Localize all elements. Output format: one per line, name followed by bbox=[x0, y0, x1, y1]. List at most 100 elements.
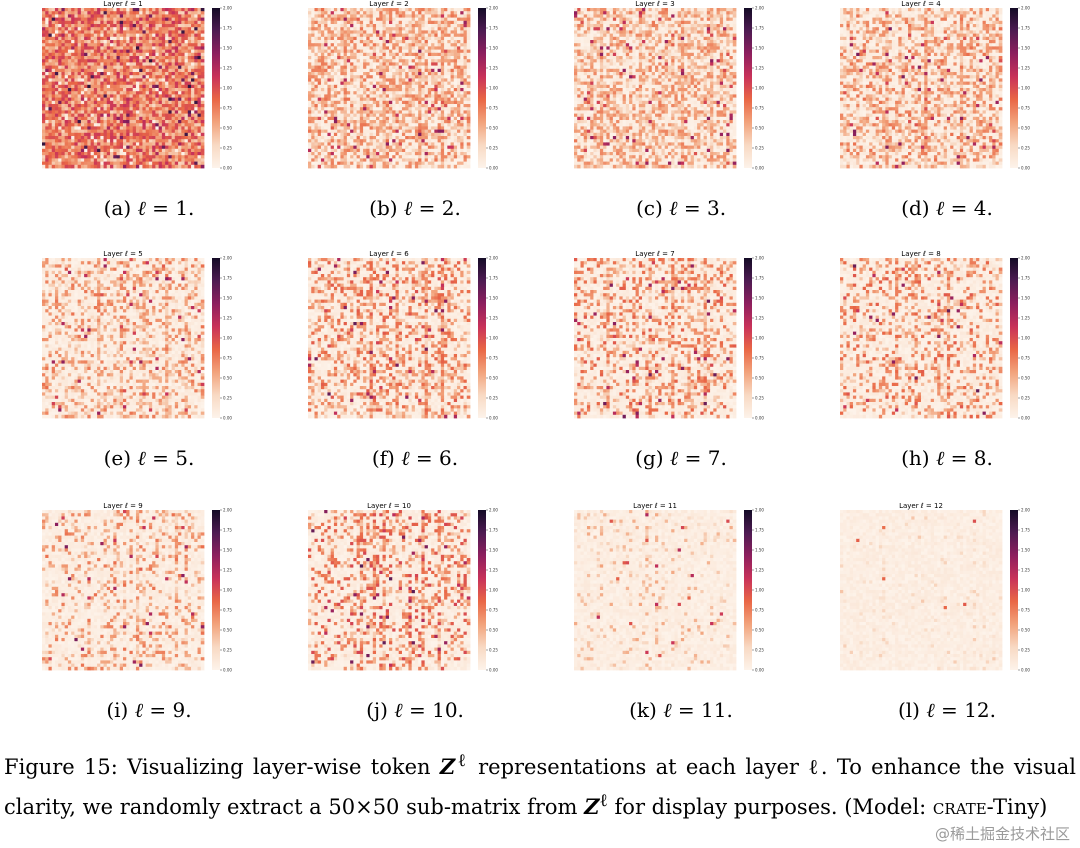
subfigure-b: Layer ℓ = 2 2.00 1.75 1.50 1.25 1.00 0.75 0.50 0… bbox=[290, 0, 540, 240]
heatmap-cells-c bbox=[574, 8, 737, 169]
colorbar-tick-label: 1.25 bbox=[489, 568, 498, 573]
colorbar-tick-label: 1.50 bbox=[755, 296, 764, 301]
colorbar-tick-label: 1.00 bbox=[223, 588, 232, 593]
caption-model-name: crate bbox=[933, 795, 987, 819]
colorbar-tick-label: 1.50 bbox=[223, 296, 232, 301]
colorbar-tick-label: 1.50 bbox=[489, 46, 498, 51]
colorbar-tick-label: 1.00 bbox=[489, 86, 498, 91]
subfigure-caption-i: (i) ℓ = 9. bbox=[24, 698, 274, 723]
colorbar-tick-label: 0.25 bbox=[755, 648, 764, 653]
heatmap-a: Layer ℓ = 1 2.00 1.75 1.50 1.25 1.00 0.75 0.50 0… bbox=[42, 0, 232, 171]
caption-superscript-2: ℓ bbox=[599, 791, 607, 811]
colorbar-tick-label: 0.75 bbox=[755, 356, 764, 361]
heatmap-b: Layer ℓ = 2 2.00 1.75 1.50 1.25 1.00 0.75 0.50 0… bbox=[308, 0, 498, 171]
colorbar-tick-label: 2.00 bbox=[755, 256, 764, 261]
colorbar-tick-label: 1.25 bbox=[1021, 66, 1030, 71]
caption-middle: representations at each layer ℓ. To enha… bbox=[4, 755, 1076, 819]
subfigure-c: Layer ℓ = 3 2.00 1.75 1.50 1.25 1.00 0.75 0.50 0… bbox=[556, 0, 806, 240]
colorbar-tick-label: 1.75 bbox=[1021, 26, 1030, 31]
heatmap-c: Layer ℓ = 3 2.00 1.75 1.50 1.25 1.00 0.75 0.50 0… bbox=[574, 0, 764, 171]
colorbar-tick-label: 1.75 bbox=[489, 528, 498, 533]
colorbar-tick-label: 1.50 bbox=[755, 548, 764, 553]
colorbar-tick-label: 0.50 bbox=[223, 628, 232, 633]
colorbar-tick-label: 0.00 bbox=[223, 668, 232, 673]
colorbar-tick-label: 0.50 bbox=[1021, 628, 1030, 633]
heatmap-cells-l bbox=[840, 510, 1003, 671]
colorbar-tick-label: 0.25 bbox=[1021, 396, 1030, 401]
colorbar-tick-label: 0.50 bbox=[1021, 126, 1030, 131]
colorbar-tick-label: 1.75 bbox=[223, 276, 232, 281]
colorbar-f bbox=[478, 258, 486, 418]
colorbar-tick-label: 1.25 bbox=[1021, 316, 1030, 321]
colorbar-tick-label: 0.00 bbox=[755, 416, 764, 421]
heatmap-cells-b bbox=[308, 8, 471, 169]
subfigure-i: Layer ℓ = 9 2.00 1.75 1.50 1.25 1.00 0.75 0.50 0… bbox=[24, 502, 274, 742]
colorbar-k bbox=[744, 510, 752, 670]
colorbar-tick-label: 2.00 bbox=[489, 256, 498, 261]
heatmap-title-i: Layer ℓ = 9 bbox=[103, 502, 142, 510]
caption-prefix: Figure 15: Visualizing layer-wise token bbox=[4, 755, 440, 779]
subfigure-caption-c: (c) ℓ = 3. bbox=[556, 196, 806, 221]
caption-middle-2: for display purposes. (Model: bbox=[608, 795, 933, 819]
colorbar-tick-label: 2.00 bbox=[223, 508, 232, 513]
colorbar-tick-label: 1.25 bbox=[755, 568, 764, 573]
colorbar-tick-label: 0.25 bbox=[755, 146, 764, 151]
colorbar-tick-label: 0.25 bbox=[489, 648, 498, 653]
subfigure-k: Layer ℓ = 11 2.00 1.75 1.50 1.25 1.00 0.75 0.50… bbox=[556, 502, 806, 742]
colorbar-a bbox=[212, 8, 220, 168]
colorbar-tick-label: 0.50 bbox=[489, 126, 498, 131]
subfigure-h: Layer ℓ = 8 2.00 1.75 1.50 1.25 1.00 0.75 0.50 0… bbox=[822, 250, 1072, 490]
colorbar-tick-label: 0.75 bbox=[489, 608, 498, 613]
heatmap-title-g: Layer ℓ = 7 bbox=[635, 250, 674, 258]
colorbar-tick-label: 1.00 bbox=[489, 336, 498, 341]
heatmap-i: Layer ℓ = 9 2.00 1.75 1.50 1.25 1.00 0.75 0.50 0… bbox=[42, 502, 232, 673]
colorbar-tick-label: 0.25 bbox=[755, 396, 764, 401]
colorbar-tick-label: 0.00 bbox=[223, 166, 232, 171]
colorbar-tick-label: 0.50 bbox=[489, 628, 498, 633]
colorbar-tick-label: 0.25 bbox=[223, 396, 232, 401]
heatmap-cells-g bbox=[574, 258, 737, 419]
colorbar-tick-label: 1.25 bbox=[489, 316, 498, 321]
colorbar-tick-label: 1.50 bbox=[1021, 548, 1030, 553]
heatmap-h: Layer ℓ = 8 2.00 1.75 1.50 1.25 1.00 0.75 0.50 0… bbox=[840, 250, 1030, 421]
colorbar-tick-label: 0.25 bbox=[1021, 146, 1030, 151]
colorbar-tick-label: 1.00 bbox=[1021, 336, 1030, 341]
colorbar-tick-label: 0.50 bbox=[755, 126, 764, 131]
colorbar-tick-label: 1.75 bbox=[755, 26, 764, 31]
colorbar-tick-label: 2.00 bbox=[223, 256, 232, 261]
subfigure-caption-b: (b) ℓ = 2. bbox=[290, 196, 540, 221]
colorbar-l bbox=[1010, 510, 1018, 670]
colorbar-tick-label: 1.25 bbox=[223, 66, 232, 71]
colorbar-tick-label: 0.25 bbox=[1021, 648, 1030, 653]
colorbar-tick-label: 0.50 bbox=[223, 376, 232, 381]
colorbar-tick-label: 1.75 bbox=[755, 528, 764, 533]
heatmap-d: Layer ℓ = 4 2.00 1.75 1.50 1.25 1.00 0.75 0.50 0… bbox=[840, 0, 1030, 171]
colorbar-tick-label: 1.00 bbox=[223, 336, 232, 341]
caption-symbol: Z bbox=[440, 754, 455, 779]
colorbar-tick-label: 2.00 bbox=[223, 6, 232, 11]
heatmap-title-k: Layer ℓ = 11 bbox=[633, 502, 677, 510]
colorbar-tick-label: 1.50 bbox=[223, 548, 232, 553]
colorbar-tick-label: 0.25 bbox=[223, 648, 232, 653]
colorbar-tick-label: 1.50 bbox=[489, 548, 498, 553]
subfigure-e: Layer ℓ = 5 2.00 1.75 1.50 1.25 1.00 0.75 0.50 0… bbox=[24, 250, 274, 490]
heatmap-e: Layer ℓ = 5 2.00 1.75 1.50 1.25 1.00 0.75 0.50 0… bbox=[42, 250, 232, 421]
colorbar-d bbox=[1010, 8, 1018, 168]
colorbar-tick-label: 0.50 bbox=[755, 628, 764, 633]
colorbar-tick-label: 1.25 bbox=[755, 66, 764, 71]
heatmap-j: Layer ℓ = 10 2.00 1.75 1.50 1.25 1.00 0.75 0.50… bbox=[308, 502, 498, 673]
colorbar-tick-label: 1.00 bbox=[223, 86, 232, 91]
colorbar-tick-label: 2.00 bbox=[1021, 256, 1030, 261]
colorbar-g bbox=[744, 258, 752, 418]
subfigure-caption-j: (j) ℓ = 10. bbox=[290, 698, 540, 723]
colorbar-tick-label: 1.75 bbox=[1021, 276, 1030, 281]
colorbar-tick-label: 0.50 bbox=[755, 376, 764, 381]
colorbar-tick-label: 1.50 bbox=[1021, 46, 1030, 51]
colorbar-tick-label: 0.50 bbox=[489, 376, 498, 381]
heatmap-cells-d bbox=[840, 8, 1003, 169]
colorbar-tick-label: 1.25 bbox=[1021, 568, 1030, 573]
heatmap-cells-k bbox=[574, 510, 737, 671]
heatmap-title-a: Layer ℓ = 1 bbox=[103, 0, 142, 8]
colorbar-tick-label: 0.75 bbox=[1021, 356, 1030, 361]
colorbar-tick-label: 1.00 bbox=[1021, 588, 1030, 593]
